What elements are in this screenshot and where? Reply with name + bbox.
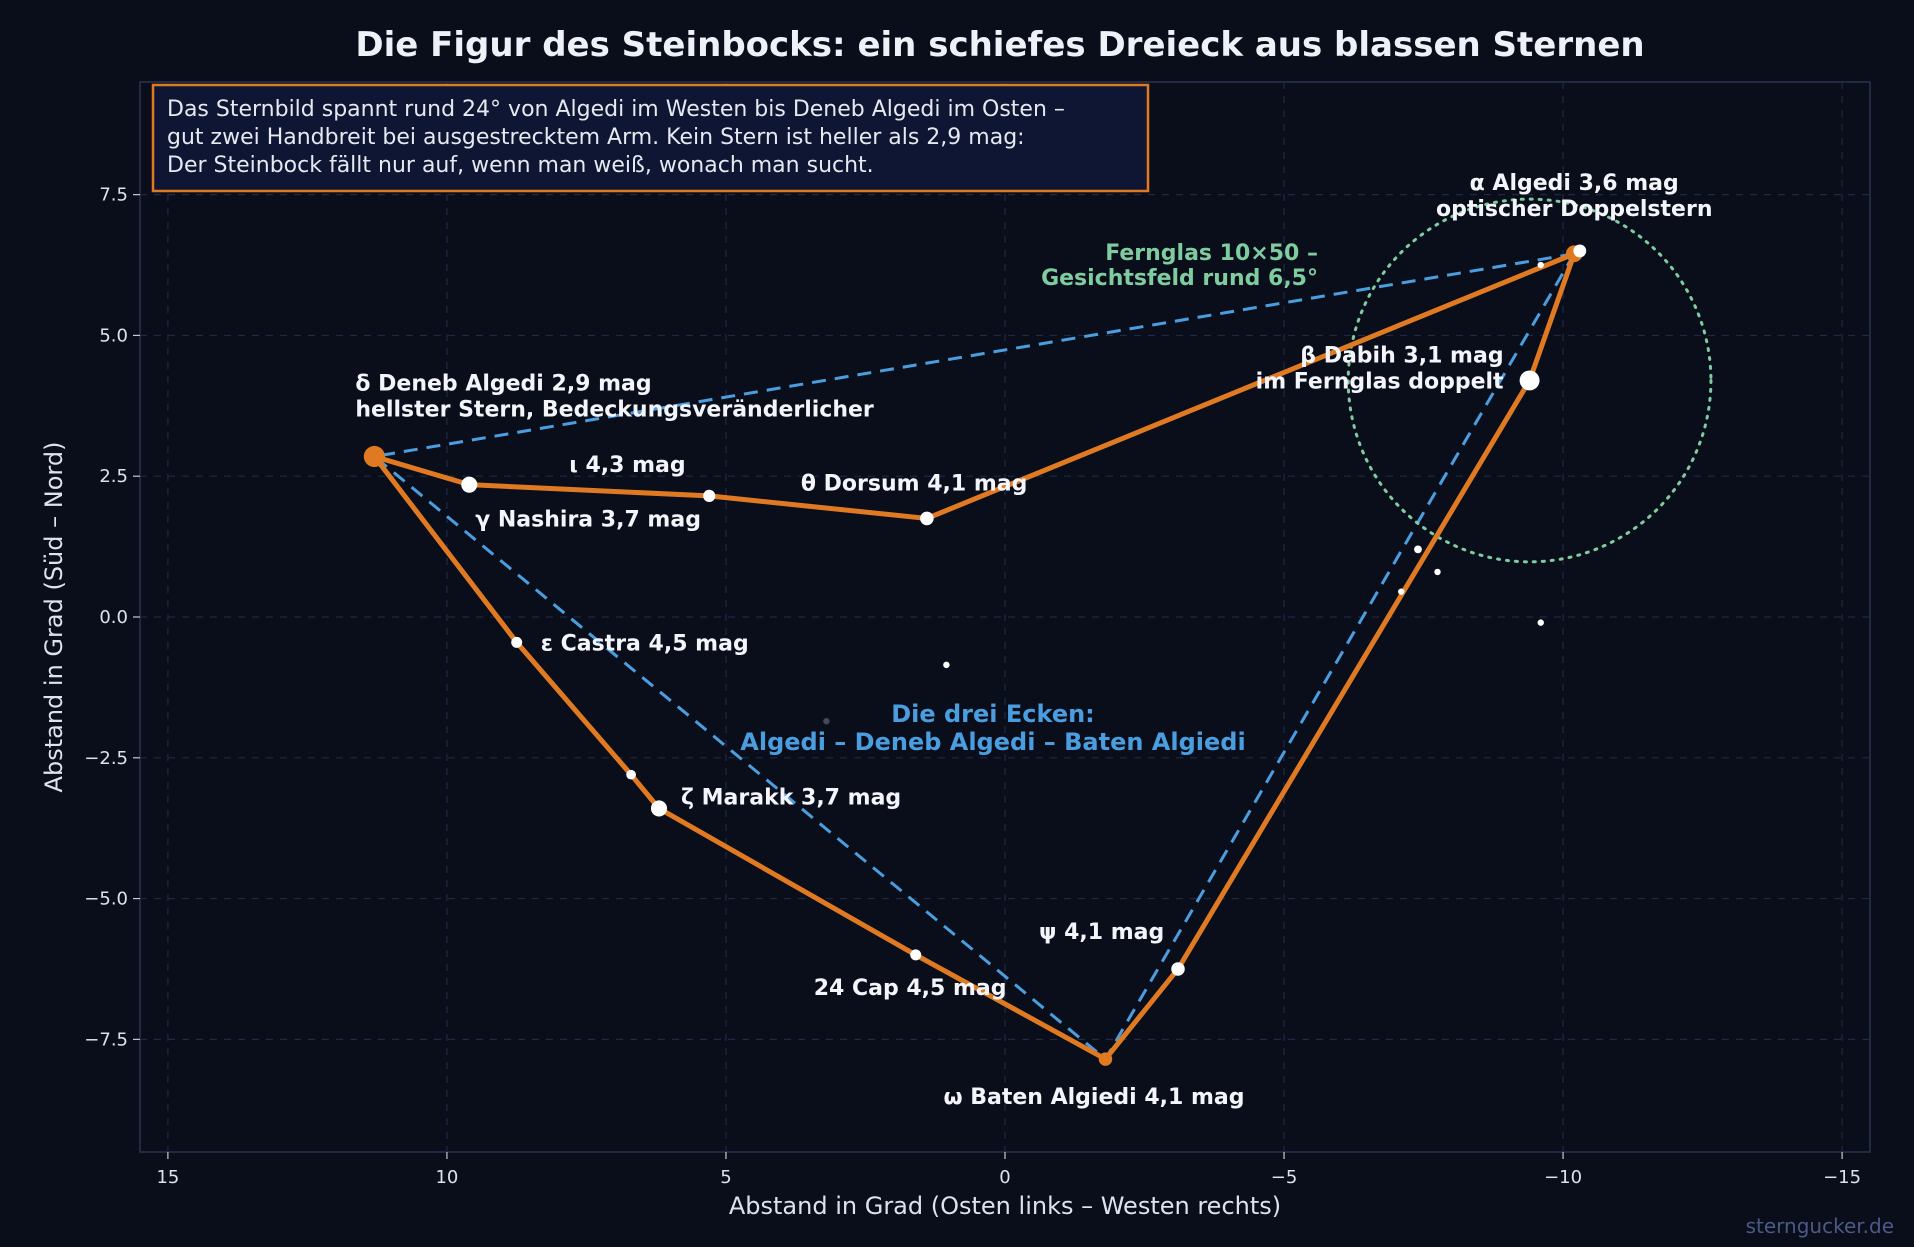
corner-label-line-2: Algedi – Deneb Algedi – Baten Algiedi xyxy=(740,728,1245,756)
y-tick-label: 0.0 xyxy=(99,607,128,628)
x-tick-label: 5 xyxy=(720,1167,731,1188)
x-tick-label: −5 xyxy=(1271,1167,1298,1188)
star-label-beta-line-1: β Dabih 3,1 mag xyxy=(1300,343,1503,368)
y-axis-label: Abstand in Grad (Süd – Nord) xyxy=(40,442,68,793)
axis-ticks: 15 10 5 0 −5 −10 −15 7.5 5.0 2.5 0.0 −2.5 −5.0 −7.5 xyxy=(84,185,1861,1188)
chart-title: Die Figur des Steinbocks: ein schiefes D… xyxy=(355,25,1644,65)
corner-triangle xyxy=(370,252,1576,1062)
star-theta xyxy=(920,511,934,526)
fov-label-line-1: Fernglas 10×50 – xyxy=(1105,241,1318,266)
x-tick-label: −10 xyxy=(1544,1167,1582,1188)
star-label-epsilon: ε Castra 4,5 mag xyxy=(541,631,749,656)
y-tick-label: −2.5 xyxy=(84,748,128,769)
corner-label-line-1: Die drei Ecken: xyxy=(891,700,1095,728)
star-label-gamma: γ Nashira 3,7 mag xyxy=(475,508,701,533)
star-f6 xyxy=(823,717,830,725)
x-tick-label: 15 xyxy=(156,1167,179,1188)
star-label-omega: ω Baten Algiedi 4,1 mag xyxy=(943,1085,1244,1110)
info-line-2: gut zwei Handbreit bei ausgestrecktem Ar… xyxy=(167,125,1025,150)
star-alpha2 xyxy=(1573,244,1587,258)
grid xyxy=(140,82,1870,1152)
star-label-alpha-line-2: optischer Doppelstern xyxy=(1436,197,1713,222)
x-tick-label: 0 xyxy=(999,1167,1010,1188)
stars xyxy=(363,244,1587,1066)
star-f1 xyxy=(1414,545,1422,554)
star-f7 xyxy=(1537,261,1544,269)
star-label-psi: ψ 4,1 mag xyxy=(1039,920,1164,945)
star-label-delta-line-1: δ Deneb Algedi 2,9 mag xyxy=(355,372,651,397)
star-label-beta-line-2: im Fernglas doppelt xyxy=(1256,369,1504,394)
star-label-cap24: 24 Cap 4,5 mag xyxy=(814,976,1007,1001)
star-cap24 xyxy=(910,949,922,961)
star-gamma xyxy=(461,476,478,493)
info-line-3: Der Steinbock fällt nur auf, wenn man we… xyxy=(167,153,874,178)
y-tick-label: 5.0 xyxy=(99,325,128,346)
y-tick-label: −7.5 xyxy=(84,1029,128,1050)
x-tick-label: −15 xyxy=(1823,1167,1861,1188)
fov-label-line-2: Gesichtsfeld rund 6,5° xyxy=(1041,266,1318,291)
x-tick-label: 10 xyxy=(435,1167,458,1188)
star-label-theta: θ Dorsum 4,1 mag xyxy=(801,471,1028,496)
star-f5 xyxy=(943,661,950,669)
star-beta xyxy=(1519,370,1540,391)
star-kappa xyxy=(626,769,636,780)
star-delta xyxy=(363,445,385,468)
star-psi xyxy=(1171,962,1185,976)
binocular-field-circle xyxy=(1346,197,1713,564)
triangle-line xyxy=(370,252,1576,1062)
y-tick-label: 2.5 xyxy=(99,466,128,487)
star-label-iota: ι 4,3 mag xyxy=(569,453,685,478)
star-f2 xyxy=(1434,568,1441,576)
info-box-frame xyxy=(151,83,1150,193)
star-omega xyxy=(1098,1052,1113,1066)
y-tick-label: 7.5 xyxy=(99,185,128,206)
credit-text: sterngucker.de xyxy=(1746,1214,1894,1238)
star-label-delta-line-2: hellster Stern, Bedeckungsveränderlicher xyxy=(355,398,874,423)
x-axis-label: Abstand in Grad (Osten links – Westen re… xyxy=(729,1192,1281,1220)
binocular-field xyxy=(1346,197,1713,564)
star-zeta xyxy=(650,800,668,817)
y-tick-label: −5.0 xyxy=(84,889,128,910)
info-line-1: Das Sternbild spannt rund 24° von Algedi… xyxy=(167,97,1065,122)
star-f4 xyxy=(1537,619,1544,626)
star-iota xyxy=(703,489,716,503)
star-f3 xyxy=(1398,588,1405,595)
info-box: Das Sternbild spannt rund 24° von Algedi… xyxy=(151,83,1150,193)
star-label-alpha-line-1: α Algedi 3,6 mag xyxy=(1470,171,1679,196)
star-label-zeta: ζ Marakk 3,7 mag xyxy=(681,785,901,810)
star-epsilon xyxy=(511,636,523,648)
